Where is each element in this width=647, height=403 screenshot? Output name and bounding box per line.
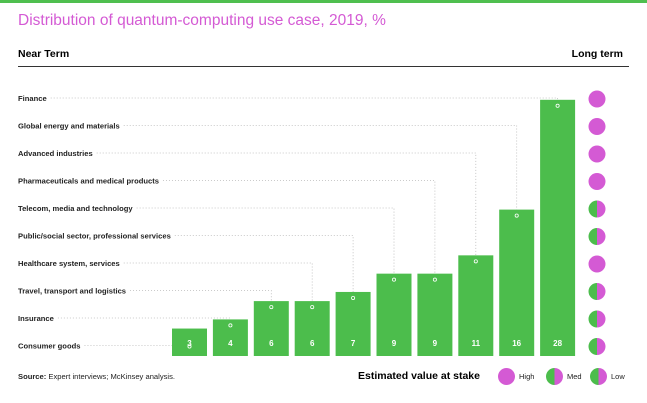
leader-line-pharmaceuticals-and-medical-products: [162, 180, 436, 280]
legend-high-label: High: [519, 371, 535, 381]
legend-low-label: Low: [611, 371, 625, 381]
long-term-high-finance: [588, 90, 606, 108]
legend-item-low: Low: [590, 367, 625, 385]
legend-title: Estimated value at stake: [358, 370, 480, 382]
long-term-high-healthcare-system-services: [588, 255, 606, 273]
long-term-green-half-telecom-media-and-technology: [588, 200, 597, 218]
bar-insurance: [212, 319, 248, 356]
long-term-pink-half-travel-transport-and-logistics: [597, 283, 606, 300]
category-label-healthcare-system-services: Healthcare system, services: [18, 259, 120, 268]
bar-dot-travel-transport-and-logistics: [269, 305, 274, 310]
bar-value-travel-transport-and-logistics: 6: [269, 339, 274, 348]
bar-advanced-industries: [458, 255, 494, 356]
leader-line-public-social-sector-professional-services: [174, 235, 354, 298]
leader-line-healthcare-system-services: [123, 262, 313, 308]
long-term-pink-half-consumer-goods: [597, 338, 606, 355]
leader-line-travel-transport-and-logistics: [130, 290, 272, 308]
category-label-global-energy-and-materials: Global energy and materials: [18, 121, 120, 130]
bar-value-finance: 28: [553, 339, 562, 348]
bar-value-healthcare-system-services: 6: [310, 339, 315, 348]
category-label-finance: Finance: [18, 94, 47, 103]
legend-item-high: High: [498, 367, 534, 385]
leader-line-finance: [50, 97, 558, 106]
legend-low-dot: [590, 367, 607, 385]
bar-global-energy-and-materials: [499, 209, 535, 356]
long-term-green-half-insurance: [588, 310, 597, 328]
bar-telecom-media-and-technology: [376, 273, 412, 356]
leader-line-telecom-media-and-technology: [136, 207, 395, 280]
long-term-pink-half-telecom-media-and-technology: [597, 200, 606, 218]
bar-pharmaceuticals-and-medical-products: [417, 273, 453, 356]
category-label-pharmaceuticals-and-medical-products: Pharmaceuticals and medical products: [18, 176, 159, 185]
source-text: Expert interviews; McKinsey analysis.: [48, 372, 176, 381]
bar-dot-advanced-industries: [473, 259, 478, 264]
bar-dot-global-energy-and-materials: [514, 213, 519, 218]
source-label: Source:: [18, 372, 47, 381]
category-label-advanced-industries: Advanced industries: [18, 149, 93, 158]
top-accent-bar: [0, 0, 647, 3]
category-label-public-social-sector-professional-services: Public/social sector, professional servi…: [18, 231, 171, 240]
long-term-pink-half-public-social-sector-professional-services: [597, 228, 606, 245]
leader-line-insurance: [57, 317, 231, 326]
bar-value-advanced-industries: 11: [472, 339, 481, 348]
legend-med-label: Med: [567, 371, 582, 381]
long-term-green-half-public-social-sector-professional-services: [588, 228, 597, 245]
bar-healthcare-system-services: [294, 301, 330, 356]
bar-value-pharmaceuticals-and-medical-products: 9: [433, 339, 438, 348]
long-term-high-pharmaceuticals-and-medical-products: [588, 173, 606, 190]
leader-line-global-energy-and-materials: [123, 125, 518, 216]
category-label-travel-transport-and-logistics: Travel, transport and logistics: [18, 286, 126, 295]
bar-value-telecom-media-and-technology: 9: [392, 339, 397, 348]
long-term-high-advanced-industries: [588, 145, 606, 163]
long-term-green-half-travel-transport-and-logistics: [588, 283, 597, 300]
legend-high-dot: [498, 367, 515, 385]
bar-dot-pharmaceuticals-and-medical-products: [432, 277, 437, 282]
category-label-telecom-media-and-technology: Telecom, media and technology: [18, 204, 133, 213]
bar-dot-consumer-goods: [187, 344, 192, 349]
bar-dot-public-social-sector-professional-services: [351, 295, 356, 300]
long-term-green-half-consumer-goods: [588, 338, 597, 355]
category-label-insurance: Insurance: [18, 314, 54, 323]
long-term-high-global-energy-and-materials: [588, 118, 606, 135]
long-term-pink-half-insurance: [597, 310, 606, 328]
leader-line-advanced-industries: [96, 152, 477, 262]
near-term-header: Near Term: [18, 48, 70, 60]
legend-med-dot: [546, 367, 563, 385]
source-note: Source: Expert interviews; McKinsey anal…: [18, 372, 175, 381]
bar-consumer-goods: [172, 328, 207, 356]
bar-finance: [540, 99, 576, 357]
header-divider: [18, 66, 629, 67]
bar-public-social-sector-professional-services: [335, 291, 371, 356]
bar-dot-healthcare-system-services: [310, 305, 315, 310]
bar-value-consumer-goods: 3: [187, 339, 192, 348]
bar-dot-finance: [555, 103, 560, 108]
bar-travel-transport-and-logistics: [253, 301, 289, 356]
legend-item-med: Med: [546, 367, 582, 385]
chart-title: Distribution of quantum-computing use ca…: [18, 12, 386, 29]
bar-value-public-social-sector-professional-services: 7: [351, 339, 356, 348]
category-label-consumer-goods: Consumer goods: [18, 341, 80, 350]
bar-value-global-energy-and-materials: 16: [512, 339, 521, 348]
long-term-header: Long term: [571, 48, 623, 60]
bar-value-insurance: 4: [228, 339, 233, 348]
bar-dot-insurance: [228, 323, 233, 328]
bar-dot-telecom-media-and-technology: [391, 277, 396, 282]
